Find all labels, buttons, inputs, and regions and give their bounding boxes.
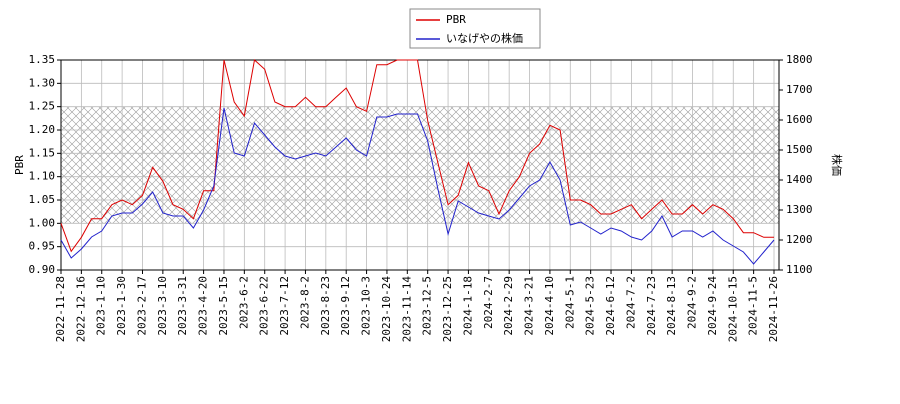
x-tick-label: 2023-12-25	[441, 276, 454, 342]
x-tick-label: 2023-5-15	[217, 276, 230, 336]
x-tick-label: 2023-10-3	[360, 276, 373, 336]
y2-tick-label: 1800	[786, 53, 813, 66]
y-axis-label: PBR	[13, 155, 26, 175]
legend-label: いなげやの株価	[446, 31, 523, 45]
y2-axis-label: 株価	[830, 154, 844, 176]
x-tick-label: 2024-5-23	[584, 276, 597, 336]
y-tick-label: 1.10	[29, 170, 56, 183]
x-tick-label: 2023-6-2	[237, 276, 250, 329]
x-tick-label: 2024-8-13	[665, 276, 678, 336]
x-tick-label: 2024-11-26	[767, 276, 780, 342]
x-tick-label: 2023-2-17	[135, 276, 148, 336]
line-series	[60, 107, 775, 265]
y-tick-label: 1.15	[29, 146, 56, 159]
x-tick-label: 2024-5-1	[563, 276, 576, 329]
x-tick-label: 2024-2-7	[482, 276, 495, 329]
x-tick-label: 2023-8-23	[319, 276, 332, 336]
y2-tick-label: 1700	[786, 83, 813, 96]
x-tick-label: 2022-12-16	[74, 276, 87, 342]
y-tick-label: 0.90	[29, 263, 56, 276]
y-tick-label: 1.00	[29, 216, 56, 229]
x-tick-label: 2023-3-31	[176, 276, 189, 336]
x-tick-label: 2024-1-18	[461, 276, 474, 336]
x-tick-label: 2023-4-20	[197, 276, 210, 336]
x-tick-label: 2023-3-10	[156, 276, 169, 336]
x-tick-label: 2024-6-12	[604, 276, 617, 336]
y2-tick-label: 1100	[786, 263, 813, 276]
y-tick-label: 1.30	[29, 76, 56, 89]
x-tick-label: 2024-3-21	[523, 276, 536, 336]
x-tick-label: 2024-7-23	[645, 276, 658, 336]
y2-tick-label: 1300	[786, 203, 813, 216]
shaded-band	[61, 106, 779, 224]
x-tick-label: 2023-7-12	[278, 276, 291, 336]
x-tick-label: 2023-1-30	[115, 276, 128, 336]
x-tick-label: 2022-11-28	[54, 276, 67, 342]
y-tick-label: 1.35	[29, 53, 56, 66]
x-tick-label: 2023-6-22	[258, 276, 271, 336]
legend-label: PBR	[446, 13, 466, 26]
x-tick-label: 2024-7-2	[624, 276, 637, 329]
x-tick-label: 2024-2-29	[502, 276, 515, 336]
x-tick-label: 2023-12-5	[421, 276, 434, 336]
y-tick-label: 1.20	[29, 123, 56, 136]
y2-tick-label: 1500	[786, 143, 813, 156]
x-tick-label: 2023-9-12	[339, 276, 352, 336]
x-tick-label: 2024-4-10	[543, 276, 556, 336]
x-tick-label: 2024-9-2	[686, 276, 699, 329]
legend-box	[409, 8, 541, 49]
x-tick-label: 2023-8-2	[298, 276, 311, 329]
y-tick-label: 1.05	[29, 193, 56, 206]
x-tick-label: 2023-1-10	[95, 276, 108, 336]
x-tick-label: 2023-10-24	[380, 276, 393, 343]
x-tick-label: 2023-11-14	[400, 276, 413, 343]
x-tick-label: 2024-9-24	[706, 276, 719, 336]
y-tick-label: 0.95	[29, 240, 56, 253]
x-tick-label: 2024-10-15	[726, 276, 739, 342]
line-series	[60, 59, 774, 253]
y2-tick-label: 1600	[786, 113, 813, 126]
x-tick-label: 2024-11-5	[747, 276, 760, 336]
y2-tick-label: 1200	[786, 233, 813, 246]
y2-tick-label: 1400	[786, 173, 813, 186]
plot-frame	[60, 59, 780, 271]
y-tick-label: 1.25	[29, 100, 56, 113]
